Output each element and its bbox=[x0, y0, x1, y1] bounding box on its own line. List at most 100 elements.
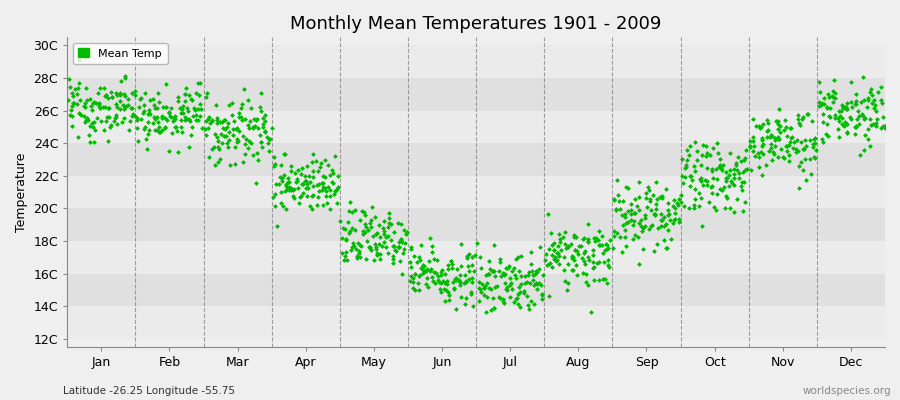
Point bbox=[480, 280, 494, 286]
Point bbox=[296, 190, 310, 196]
Point bbox=[108, 115, 122, 121]
Point bbox=[771, 154, 786, 160]
Point bbox=[549, 257, 563, 264]
Point bbox=[404, 246, 419, 252]
Point bbox=[749, 122, 763, 129]
Point bbox=[860, 135, 875, 142]
Point bbox=[487, 268, 501, 274]
Point bbox=[729, 162, 743, 168]
Point bbox=[461, 263, 475, 270]
Point bbox=[189, 90, 203, 96]
Point bbox=[535, 295, 549, 302]
Point bbox=[279, 206, 293, 212]
Point bbox=[423, 234, 437, 241]
Point bbox=[500, 265, 515, 271]
Point bbox=[493, 295, 508, 302]
Point bbox=[419, 268, 434, 274]
Point bbox=[238, 136, 253, 142]
Point bbox=[359, 224, 374, 230]
Point bbox=[692, 203, 706, 209]
Point bbox=[849, 101, 863, 108]
Point bbox=[301, 181, 315, 187]
Point bbox=[288, 170, 302, 176]
Point bbox=[733, 170, 747, 177]
Point bbox=[297, 178, 311, 184]
Point bbox=[850, 116, 865, 122]
Point bbox=[97, 85, 112, 91]
Point bbox=[438, 270, 453, 277]
Point bbox=[685, 177, 699, 184]
Point bbox=[78, 100, 93, 106]
Point bbox=[849, 123, 863, 130]
Point bbox=[220, 120, 235, 126]
Point bbox=[109, 90, 123, 96]
Point bbox=[484, 307, 499, 313]
Point bbox=[225, 112, 239, 118]
Point bbox=[214, 119, 229, 126]
Point bbox=[587, 264, 601, 270]
Point bbox=[569, 262, 583, 268]
Point bbox=[306, 150, 320, 157]
Point bbox=[760, 134, 774, 140]
Point bbox=[320, 184, 335, 190]
Point bbox=[710, 176, 724, 182]
Point bbox=[454, 272, 468, 278]
Point bbox=[601, 262, 616, 268]
Point bbox=[792, 163, 806, 169]
Point bbox=[803, 156, 817, 163]
Point bbox=[449, 276, 464, 283]
Point bbox=[863, 89, 878, 95]
Point bbox=[644, 207, 658, 213]
Point bbox=[569, 234, 583, 240]
Point bbox=[529, 286, 544, 292]
Point bbox=[792, 185, 806, 192]
Point bbox=[653, 210, 668, 217]
Point bbox=[434, 279, 448, 286]
Point bbox=[68, 100, 82, 106]
Point bbox=[154, 114, 168, 121]
Point bbox=[249, 116, 264, 122]
Point bbox=[293, 171, 308, 177]
Point bbox=[773, 128, 788, 135]
Point bbox=[128, 92, 142, 98]
Point bbox=[91, 90, 105, 96]
Point bbox=[171, 98, 185, 104]
Point bbox=[376, 230, 391, 237]
Point bbox=[688, 196, 702, 203]
Point bbox=[441, 262, 455, 268]
Point bbox=[503, 275, 517, 282]
Point bbox=[535, 292, 549, 299]
Point bbox=[632, 261, 646, 268]
Point bbox=[345, 225, 359, 231]
Point bbox=[282, 187, 296, 193]
Point bbox=[502, 282, 517, 289]
Point bbox=[640, 204, 654, 210]
Point bbox=[367, 257, 382, 264]
Point bbox=[270, 223, 284, 229]
Point bbox=[218, 126, 232, 132]
Point bbox=[577, 258, 591, 264]
Point bbox=[657, 214, 671, 220]
Point bbox=[165, 130, 179, 136]
Point bbox=[189, 112, 203, 119]
Point bbox=[200, 90, 214, 96]
Point bbox=[417, 262, 431, 269]
Point bbox=[260, 140, 274, 146]
Point bbox=[557, 240, 572, 247]
Point bbox=[72, 111, 86, 117]
Point bbox=[726, 170, 741, 177]
Point bbox=[433, 286, 447, 293]
Point bbox=[83, 123, 97, 129]
Point bbox=[302, 202, 317, 209]
Point bbox=[609, 230, 624, 236]
Point bbox=[193, 80, 207, 86]
Point bbox=[445, 264, 459, 271]
Point bbox=[210, 134, 224, 140]
Point bbox=[807, 135, 822, 142]
Point bbox=[394, 236, 409, 242]
Point bbox=[860, 126, 875, 132]
Point bbox=[182, 116, 196, 123]
Point bbox=[512, 284, 526, 290]
Point bbox=[816, 119, 831, 125]
Point bbox=[257, 128, 272, 134]
